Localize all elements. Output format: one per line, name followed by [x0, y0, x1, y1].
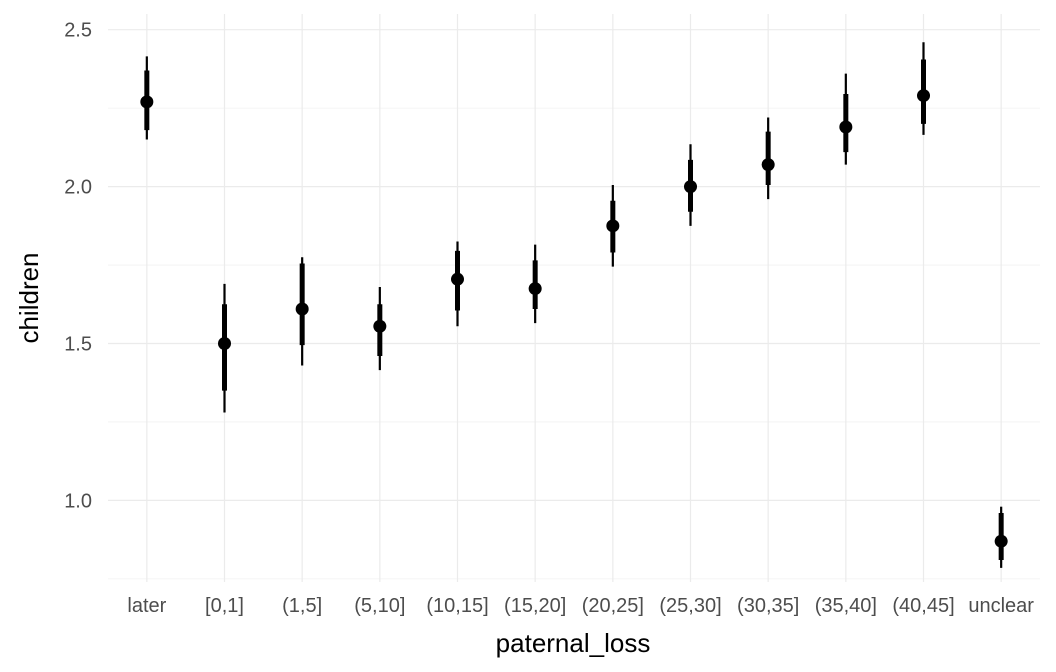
point-range-1 [218, 283, 231, 413]
y-tick-label: 2.5 [64, 20, 92, 42]
point-estimate [295, 302, 309, 316]
point-estimate [917, 89, 930, 103]
point-estimate [606, 219, 620, 233]
point-estimate [140, 95, 154, 109]
point-range-8 [761, 117, 775, 200]
point-range-9 [839, 73, 853, 165]
point-range-0 [140, 56, 154, 140]
x-axis-title: paternal_loss [496, 628, 651, 658]
point-estimate [684, 180, 697, 194]
x-tick-label: (1,5] [282, 595, 322, 617]
point-range-10 [917, 42, 930, 135]
point-estimate [451, 272, 464, 286]
minor-gridlines [108, 107, 1040, 580]
point-estimate [839, 120, 853, 134]
point-range-7 [684, 144, 697, 226]
point-ranges [140, 42, 1008, 568]
major-gridlines [108, 14, 1040, 582]
x-tick-label: (10,15] [426, 595, 488, 617]
x-tick-label: (25,30] [659, 595, 721, 617]
point-range-3 [373, 287, 387, 371]
x-tick-label: (5,10] [354, 595, 405, 617]
point-estimate [994, 534, 1008, 548]
point-range-6 [606, 185, 620, 267]
y-tick-labels: 1.0 1.5 2.0 2.5 [64, 20, 92, 513]
y-tick-label: 2.0 [64, 177, 92, 199]
point-estimate [218, 337, 231, 351]
point-estimate [373, 319, 387, 333]
x-tick-label: later [127, 595, 166, 617]
point-estimate [761, 158, 775, 172]
point-range-2 [295, 257, 309, 366]
point-range-11 [994, 506, 1008, 568]
point-estimate [528, 282, 542, 296]
x-tick-label: [0,1] [205, 595, 244, 617]
point-range-5 [528, 244, 542, 324]
x-tick-label: (15,20] [504, 595, 566, 617]
y-tick-label: 1.5 [64, 334, 92, 356]
x-tick-label: (20,25] [582, 595, 644, 617]
x-tick-label: (35,40] [815, 595, 877, 617]
x-tick-label: (40,45] [892, 595, 954, 617]
point-range-4 [451, 241, 464, 327]
y-tick-label: 1.0 [64, 490, 92, 512]
x-tick-label: (30,35] [737, 595, 799, 617]
y-axis-title: children [14, 252, 44, 343]
x-tick-labels: later [0,1] (1,5] (5,10] (10,15] (15,20] (20,2… [127, 595, 1034, 617]
x-tick-label: unclear [968, 595, 1034, 617]
